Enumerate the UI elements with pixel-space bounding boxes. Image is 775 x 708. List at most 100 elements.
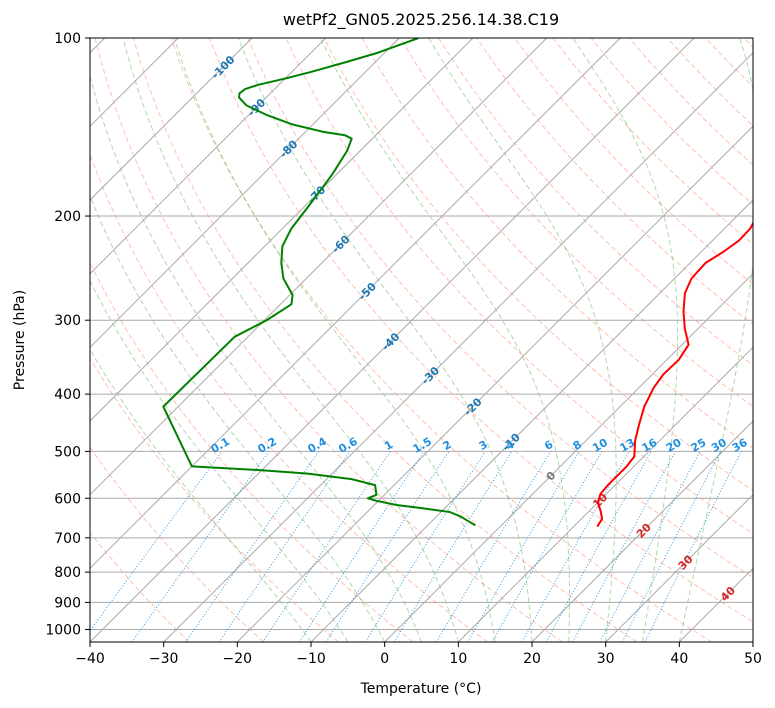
moist-adiabat-line <box>90 74 422 642</box>
y-axis-ticks: 100 200 300 400 500 600 700 800 900 1000 <box>45 31 90 638</box>
moist-adiabat-line <box>320 38 571 642</box>
mixing-ratio-label: 36 <box>730 436 750 455</box>
moist-adiabat-line <box>122 38 459 642</box>
isotherm-line <box>90 38 327 275</box>
y-axis-label: Pressure (hPa) <box>12 290 28 390</box>
x-tick-label: 10 <box>449 651 467 667</box>
mixing-ratio-label: 0.6 <box>336 435 360 456</box>
moist-adiabat-line <box>90 348 312 642</box>
dewpoint-profile <box>162 38 476 527</box>
dry-adiabat-line <box>247 38 753 578</box>
mixing-ratio-label: 0.4 <box>306 435 330 456</box>
mixing-ratio-label: 20 <box>664 436 684 455</box>
x-tick-label: 30 <box>597 651 615 667</box>
mixing-ratio-label: 2 <box>441 438 454 453</box>
isotherm-line <box>531 420 753 642</box>
mixing-ratio-label: 30 <box>709 436 729 455</box>
x-tick-label: −40 <box>75 651 105 667</box>
y-tick-label: 500 <box>54 444 81 460</box>
y-tick-label: 600 <box>54 491 81 507</box>
sounding-profiles <box>162 38 753 528</box>
mixing-ratio-line <box>435 451 552 642</box>
moist-adiabat-line <box>428 38 617 642</box>
y-tick-label: 200 <box>54 209 81 225</box>
y-tick-label: 700 <box>54 531 81 547</box>
isotherm-line <box>752 641 753 642</box>
isotherm-line <box>90 38 548 496</box>
mixing-ratio-label: 10 <box>590 436 610 455</box>
isotherm-line <box>310 199 753 642</box>
pressure-gridlines <box>90 38 753 630</box>
isotherm-line <box>90 38 253 201</box>
mixing-ratio-line <box>621 451 722 642</box>
y-tick-label: 900 <box>54 595 81 611</box>
mixing-ratio-label: 1 <box>382 438 395 453</box>
isotherm-line <box>457 346 753 642</box>
isotherm-line <box>605 493 753 642</box>
dry-adiabat-line <box>90 357 339 642</box>
x-axis-label: Temperature (°C) <box>360 681 482 697</box>
plot-area: -100-90-80-70-60-50-40-30-20-10010203040… <box>90 38 753 642</box>
mixing-ratio-label: 1.5 <box>411 435 434 456</box>
mixing-ratio-label: 25 <box>689 436 709 455</box>
mixing-ratio-line <box>572 451 676 642</box>
plot-frame <box>89 37 754 643</box>
chart-title: wetPf2_GN05.2025.256.14.38.C19 <box>283 10 559 30</box>
isotherm-label: -80 <box>277 137 300 160</box>
dry-adiabats <box>90 38 753 642</box>
dry-adiabat-line <box>590 38 753 206</box>
dry-adiabat-line <box>170 38 712 642</box>
mixing-ratio-line <box>298 451 425 642</box>
mixing-ratio-line <box>218 451 351 642</box>
x-tick-label: −20 <box>223 651 253 667</box>
isotherm-line <box>384 272 753 642</box>
isotherm-line <box>90 38 695 642</box>
mixing-ratio-label: 0.1 <box>209 435 232 456</box>
mixing-ratio-line <box>325 451 450 642</box>
moist-adiabat-line <box>678 38 753 642</box>
y-tick-label: 400 <box>54 387 81 403</box>
x-tick-label: −10 <box>296 651 326 667</box>
dry-adiabat-line <box>94 38 563 642</box>
y-tick-label: 800 <box>54 565 81 581</box>
x-tick-label: 20 <box>523 651 541 667</box>
dry-adiabat-line <box>705 38 753 88</box>
moist-adiabat-line <box>572 38 679 642</box>
moist-adiabats <box>90 38 753 642</box>
dry-adiabat-line <box>90 531 190 642</box>
dry-adiabat-line <box>90 153 488 642</box>
moist-adiabat-line <box>173 38 496 642</box>
isotherm-line <box>90 38 621 570</box>
dry-adiabat-line <box>90 446 264 642</box>
isotherm-line <box>163 51 753 642</box>
isotherm-line <box>90 38 400 349</box>
x-axis-ticks: −40 −30 −20 −10 0 10 20 30 40 50 <box>75 642 762 667</box>
mixing-ratio-line <box>90 451 223 632</box>
mixing-ratio-lines <box>90 451 742 642</box>
x-tick-label: 50 <box>744 651 762 667</box>
y-tick-label: 100 <box>54 31 81 47</box>
mixing-ratio-line <box>364 451 486 642</box>
isotherm-line <box>90 38 474 422</box>
dry-adiabat-line <box>743 38 753 49</box>
mixing-ratio-labels: 0.1 0.2 0.4 0.6 1 1.5 2 3 4 6 8 10 13 16 20 25 30 36 <box>209 435 750 456</box>
dry-adiabat-line <box>323 38 753 492</box>
x-tick-label: 40 <box>670 651 688 667</box>
mixing-ratio-label: 16 <box>640 436 660 455</box>
mixing-ratio-line <box>131 451 270 642</box>
mixing-ratio-line <box>599 451 701 642</box>
isotherm-label: 40 <box>718 584 738 604</box>
y-tick-label: 300 <box>54 313 81 329</box>
isotherm-line <box>236 125 753 642</box>
moist-adiabat-line <box>90 194 386 642</box>
mixing-ratio-line <box>393 451 513 642</box>
isotherm-label: -20 <box>461 395 484 418</box>
isotherm-line <box>678 567 753 642</box>
dry-adiabat-line <box>209 38 753 623</box>
isotherm-label: -100 <box>209 53 238 82</box>
mixing-ratio-line <box>521 451 630 642</box>
moist-adiabat-line <box>237 38 533 642</box>
dry-adiabat-line <box>399 38 753 408</box>
mixing-ratio-line <box>262 451 391 642</box>
